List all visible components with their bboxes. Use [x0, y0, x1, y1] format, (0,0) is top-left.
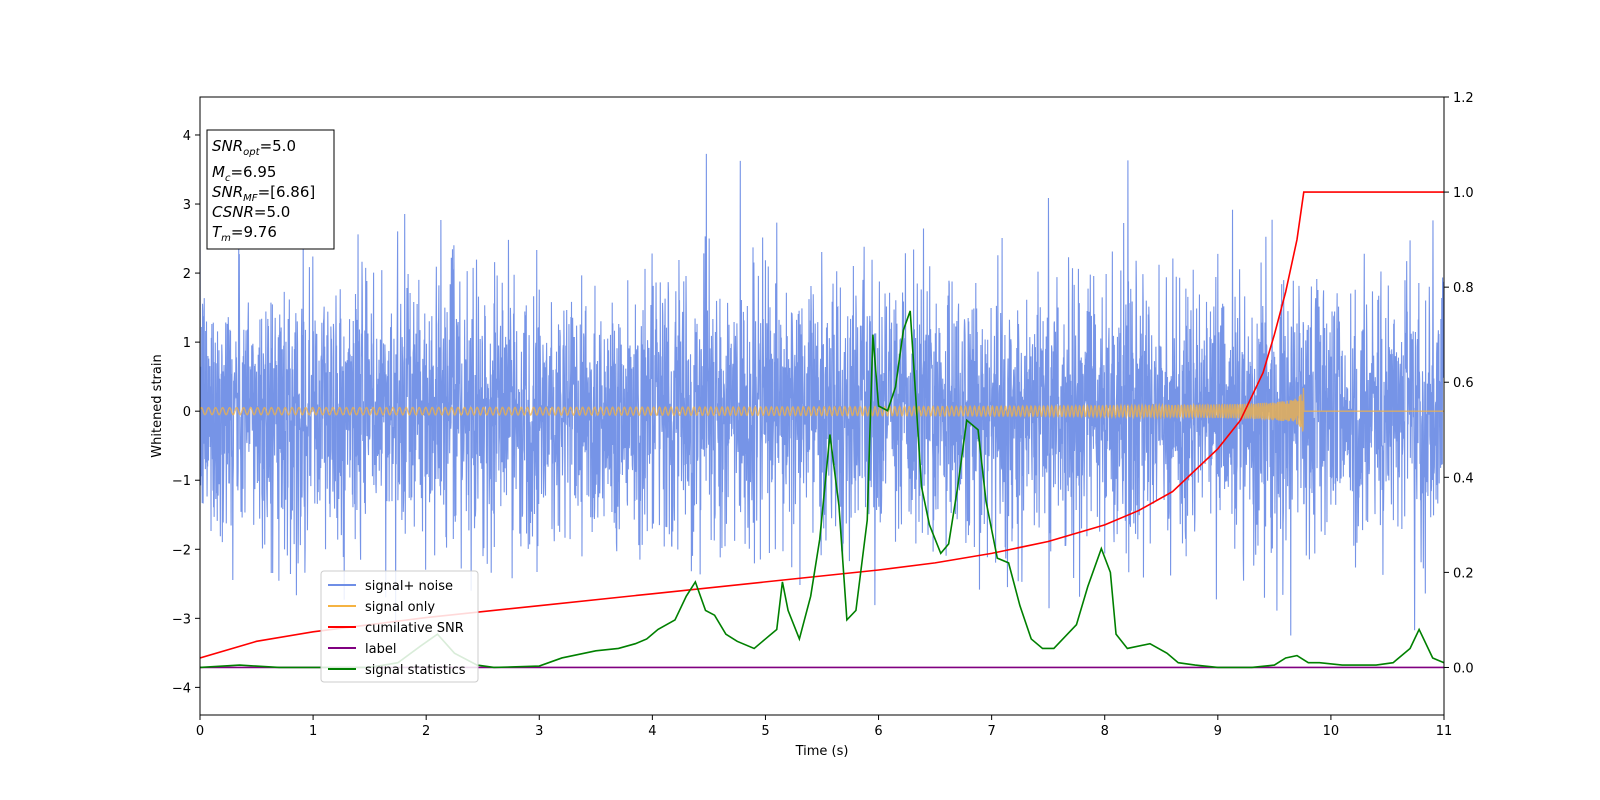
- x-tick-label: 7: [987, 724, 995, 739]
- x-tick-label: 5: [761, 724, 769, 739]
- y-left-tick-label: 1: [183, 336, 191, 351]
- signal-only-line: [200, 388, 1444, 432]
- legend-label-signal-only: signal only: [365, 600, 435, 615]
- info-snr-opt: SNRopt=5.0: [212, 137, 296, 158]
- info-box: SNRopt=5.0 Mc=6.95 SNRMF=[6.86] CSNR=5.0…: [206, 129, 335, 250]
- y-right-tick-label: 0.0: [1453, 661, 1474, 676]
- y-axis-left: −4 −3 −2 −1 0 1 2 3 4: [172, 129, 200, 696]
- x-tick-label: 0: [196, 724, 204, 739]
- legend-label-cumulative-snr: cumilative SNR: [365, 621, 464, 636]
- info-csnr: CSNR=5.0: [212, 203, 290, 221]
- info-snr-mf: SNRMF=[6.86]: [212, 183, 315, 204]
- info-mc: Mc=6.95: [212, 163, 276, 184]
- signal-noise-line: [200, 153, 1444, 636]
- x-axis: 0 1 2 3 4 5 6 7 8 9 10 11: [196, 715, 1452, 739]
- x-tick-label: 2: [422, 724, 430, 739]
- x-tick-label: 8: [1101, 724, 1109, 739]
- info-box-frame: [206, 129, 335, 250]
- x-axis-label: Time (s): [795, 744, 849, 759]
- legend-label-signal-statistics: signal statistics: [365, 663, 466, 678]
- signal-statistics-line: [200, 310, 1444, 669]
- x-tick-label: 10: [1323, 724, 1340, 739]
- y-left-tick-label: −3: [172, 612, 191, 627]
- y-right-tick-label: 0.4: [1453, 471, 1474, 486]
- x-tick-label: 11: [1436, 724, 1453, 739]
- plot-frame: [199, 96, 1445, 716]
- y-left-tick-label: 0: [183, 405, 191, 420]
- x-tick-label: 1: [309, 724, 317, 739]
- y-left-tick-label: 3: [183, 198, 191, 213]
- y-axis-right: 0.0 0.2 0.4 0.6 0.8 1.0 1.2: [1444, 91, 1474, 676]
- y-left-tick-label: 2: [183, 267, 191, 282]
- y-right-tick-label: 1.0: [1453, 186, 1474, 201]
- y-right-tick-label: 0.8: [1453, 281, 1474, 296]
- y-left-tick-label: 4: [183, 129, 191, 144]
- y-left-tick-label: −4: [172, 681, 191, 696]
- x-tick-label: 6: [874, 724, 882, 739]
- y-right-tick-label: 1.2: [1453, 91, 1474, 106]
- legend-label-signal-noise: signal+ noise: [365, 579, 453, 594]
- x-tick-label: 9: [1214, 724, 1222, 739]
- y-left-tick-label: −1: [172, 474, 191, 489]
- y-right-tick-label: 0.2: [1453, 566, 1474, 581]
- info-tm: Tm=9.76: [212, 223, 277, 244]
- x-tick-label: 3: [535, 724, 543, 739]
- y-axis-label: Whitened strain: [150, 354, 165, 457]
- y-right-tick-label: 0.6: [1453, 376, 1474, 391]
- legend: signal+ noise signal only cumilative SNR…: [320, 570, 479, 683]
- y-left-tick-label: −2: [172, 543, 191, 558]
- legend-label-label: label: [365, 642, 396, 657]
- x-tick-label: 4: [648, 724, 656, 739]
- legend-frame: [320, 570, 479, 683]
